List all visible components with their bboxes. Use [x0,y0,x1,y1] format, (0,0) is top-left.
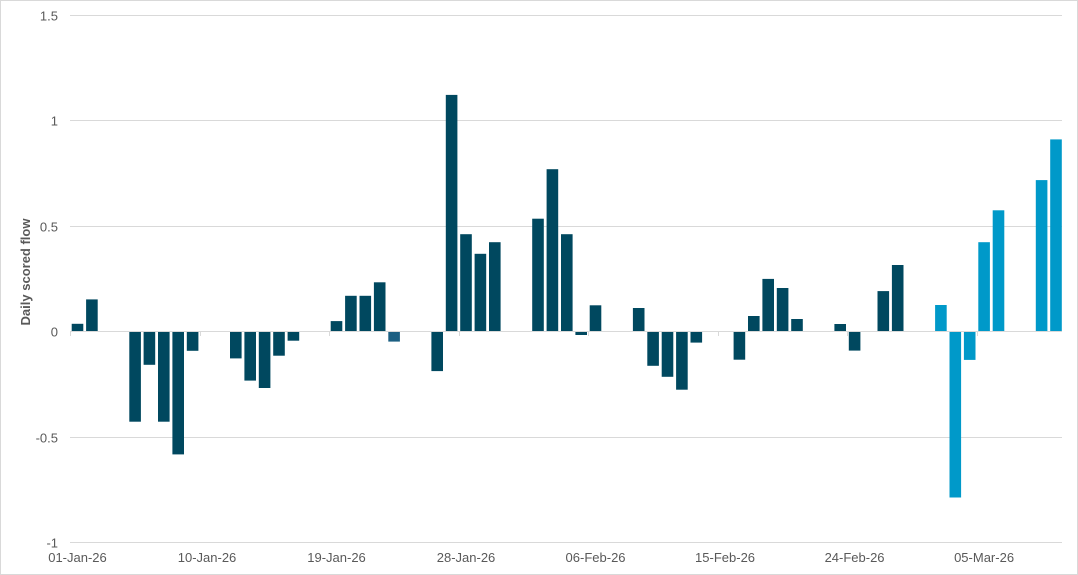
bar-19-Jan-26 [330,321,343,331]
bar-12-Feb-26 [676,331,688,390]
bar-30-Jan-26 [489,242,501,331]
y-tick-label: 0 [51,325,58,340]
bar-08-Jan-26 [172,331,184,455]
x-tick-label: 06-Feb-26 [566,550,626,565]
bar-10-Mar-26 [1050,139,1062,331]
bar-07-Jan-26 [158,331,170,422]
bar-27-Jan-26 [445,94,458,332]
x-tick-label: 19-Jan-26 [307,550,366,565]
bar-27-Feb-26 [891,265,904,331]
bar-06-Mar-26 [992,210,1005,331]
bar-16-Feb-26 [733,331,746,360]
bar-23-Feb-26 [834,324,846,331]
bar-04-Mar-26 [963,331,976,360]
x-tick-label: 01-Jan-26 [48,550,107,565]
bar-05-Feb-26 [575,331,587,335]
bar-29-Jan-26 [474,253,487,331]
bar-18-Feb-26 [762,278,774,331]
bar-05-Jan-26 [129,331,141,422]
x-tick-label: 28-Jan-26 [437,550,496,565]
y-tick-label: -0.5 [36,431,58,446]
bar-02-Jan-26 [86,299,98,331]
bar-02-Feb-26 [532,218,544,331]
bar-04-Feb-26 [561,234,573,331]
x-tick-label: 24-Feb-26 [825,550,885,565]
bar-19-Feb-26 [776,288,789,331]
x-tick-label: 15-Feb-26 [695,550,755,565]
bar-16-Jan-26 [287,331,300,341]
bar-12-Jan-26 [230,331,242,359]
bar-15-Jan-26 [273,331,285,356]
bar-28-Jan-26 [460,234,472,331]
bar-17-Feb-26 [748,316,760,331]
bar-09-Mar-26 [1035,180,1048,331]
y-tick-label: 1 [51,114,58,129]
bar-03-Feb-26 [546,169,559,331]
bar-11-Feb-26 [661,331,674,377]
bar-20-Jan-26 [345,295,357,331]
y-tick-label: -1 [46,536,58,551]
bar-03-Mar-26 [949,331,962,498]
bar-01-Jan-26 [71,323,84,331]
x-tick-label: 10-Jan-26 [178,550,237,565]
bars [71,94,1062,498]
bar-14-Jan-26 [258,331,271,388]
bar-13-Jan-26 [244,331,256,381]
y-axis-ticks: -1 -0.5 0 0.5 1 1.5 [36,9,58,551]
bar-06-Feb-26 [589,305,602,331]
bar-13-Feb-26 [690,331,703,343]
bar-22-Jan-26 [373,282,386,331]
gridlines [70,15,1062,543]
bar-24-Feb-26 [848,331,861,351]
y-tick-label: 1.5 [40,9,58,24]
x-tick-label: 05-Mar-26 [954,550,1014,565]
bar-26-Jan-26 [431,331,443,372]
bar-05-Mar-26 [978,242,990,331]
bar-26-Feb-26 [877,291,890,331]
bar-09-Jan-26 [186,331,199,351]
bar-10-Feb-26 [647,331,659,366]
bar-09-Feb-26 [632,308,645,331]
bar-02-Mar-26 [935,305,947,331]
bar-23-Jan-26 [388,331,400,342]
y-tick-label: 0.5 [40,220,58,235]
x-axis-ticks: 01-Jan-26 10-Jan-26 19-Jan-26 28-Jan-26 06-F… [48,331,1014,565]
bar-21-Jan-26 [359,295,372,331]
bar-06-Jan-26 [143,331,156,365]
y-axis-title: Daily scored flow [18,218,33,326]
bar-20-Feb-26 [791,319,803,331]
